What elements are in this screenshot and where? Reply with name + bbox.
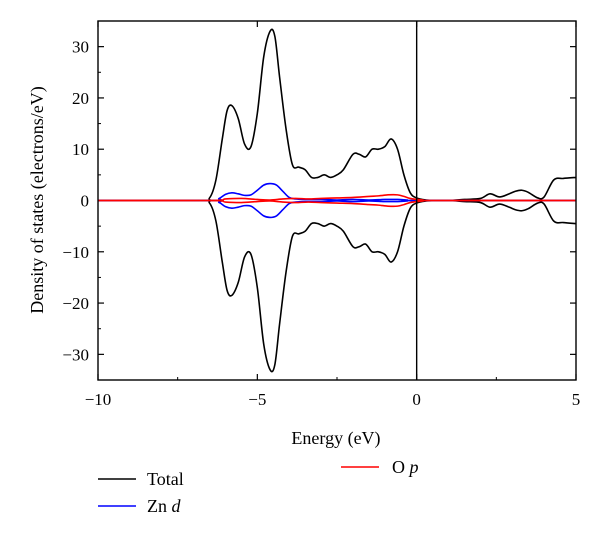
x-tick-label-1: −5 <box>248 390 266 409</box>
y-axis-title: Density of states (electrons/eV) <box>27 86 48 313</box>
legend-label-total: Total <box>147 469 184 489</box>
y-tick-label-3: 0 <box>81 192 90 211</box>
plot-frame <box>97 20 577 381</box>
y-tick-label-6: 30 <box>72 38 89 57</box>
legend-label-zn: Zn <box>147 496 172 516</box>
x-tick-label-0: −10 <box>85 390 112 409</box>
y-tick-label-4: 10 <box>72 140 89 159</box>
series-total-spin-up <box>98 28 576 202</box>
series-total-spin-down <box>98 199 576 373</box>
frame-layer <box>97 20 577 381</box>
y-tick-label-0: −30 <box>62 345 89 364</box>
series-zn-d-spin-up <box>98 182 576 202</box>
x-tick-label-3: 5 <box>572 390 581 409</box>
x-tick-label-2: 0 <box>412 390 421 409</box>
legend: Total Zn d O p <box>98 457 419 516</box>
y-tick-label-1: −20 <box>62 294 89 313</box>
y-tick-label-2: −10 <box>62 243 89 262</box>
axes-layer: −10 −5 0 5 −30 −20 −10 0 10 20 30 <box>62 20 581 409</box>
y-tick-label-5: 20 <box>72 89 89 108</box>
legend-label-o-orbital: p <box>408 457 419 477</box>
legend-label-o: O <box>392 457 410 477</box>
legend-label-zn-d: Zn d <box>147 496 182 516</box>
legend-label-zn-orbital: d <box>172 496 182 516</box>
series-zn-d-spin-down <box>98 199 576 219</box>
legend-label-o-p: O p <box>392 457 419 477</box>
series-layer <box>98 28 576 373</box>
x-axis-title: Energy (eV) <box>291 428 380 449</box>
